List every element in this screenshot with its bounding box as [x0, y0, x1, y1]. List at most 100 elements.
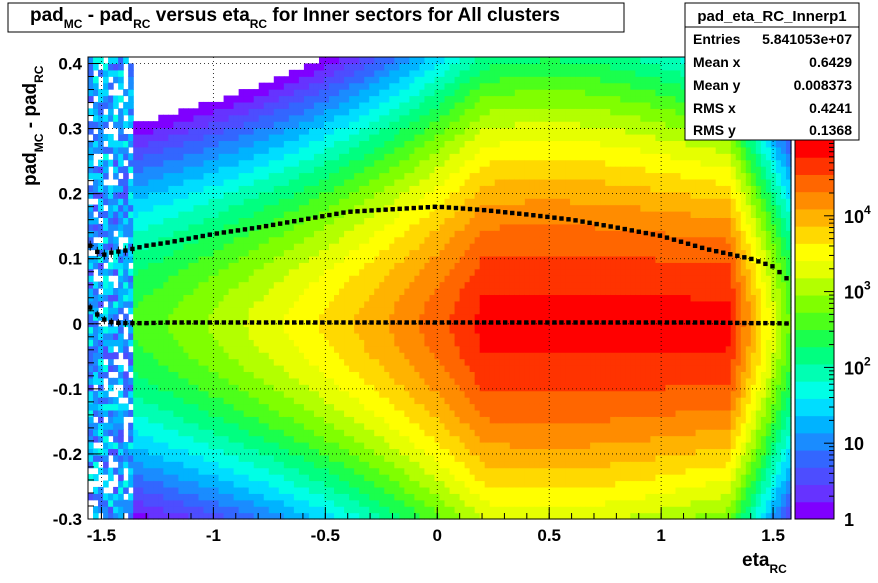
heatmap-cell — [258, 166, 265, 174]
heatmap-cell — [303, 140, 310, 148]
heatmap-cell — [278, 243, 285, 251]
heatmap-cell — [329, 429, 335, 437]
heatmap-cell — [359, 204, 365, 212]
heatmap-cell — [399, 57, 405, 65]
heatmap-cell — [283, 294, 290, 302]
heatmap-cell — [93, 191, 99, 199]
heatmap-cell — [308, 422, 315, 430]
heatmap-cell — [324, 288, 330, 296]
heatmap-cell — [153, 429, 159, 437]
heatmap-cell — [298, 454, 305, 462]
heatmap-cell — [298, 493, 305, 501]
heatmap-cell — [439, 191, 446, 199]
heatmap-cell — [183, 204, 190, 212]
heatmap-cell — [213, 114, 220, 122]
heatmap-cell — [329, 390, 335, 398]
heatmap-cell — [188, 178, 195, 186]
heatmap-cell — [324, 397, 330, 405]
heatmap-cell — [183, 211, 190, 219]
heatmap-cell — [409, 493, 415, 501]
heatmap-cell — [128, 294, 134, 302]
heatmap-cell — [369, 435, 375, 443]
heatmap-cell — [444, 422, 451, 430]
heatmap-cell — [283, 416, 290, 424]
heatmap-cell — [414, 134, 421, 142]
heatmap-cell — [384, 435, 390, 443]
heatmap-cell — [324, 416, 330, 424]
heatmap-cell — [218, 358, 225, 366]
heatmap-cell — [213, 499, 220, 507]
heatmap-cell — [188, 140, 195, 148]
heatmap-cell — [439, 300, 446, 308]
heatmap-cell — [454, 352, 461, 360]
heatmap-cell — [233, 454, 240, 462]
heatmap-cell — [103, 365, 109, 373]
heatmap-cell — [293, 69, 300, 77]
heatmap-cell — [339, 243, 345, 251]
heatmap-cell — [183, 320, 190, 328]
heatmap-cell — [298, 262, 305, 270]
heatmap-cell — [344, 236, 350, 244]
heatmap-cell — [93, 352, 99, 360]
heatmap-cell — [444, 480, 451, 488]
heatmap-cell — [148, 448, 154, 456]
heatmap-cell — [434, 159, 441, 167]
heatmap-cell — [218, 146, 225, 154]
heatmap-cell — [389, 223, 395, 231]
heatmap-cell — [434, 352, 441, 360]
heatmap-cell — [238, 108, 245, 116]
heatmap-cell — [394, 499, 400, 507]
heatmap-cell — [379, 204, 385, 212]
heatmap-cell — [138, 474, 144, 482]
heatmap-cell — [238, 153, 245, 161]
heatmap-cell — [138, 153, 144, 161]
heatmap-cell — [273, 384, 280, 392]
heatmap-cell — [223, 172, 230, 180]
heatmap-cell — [339, 403, 345, 411]
heatmap-cell — [193, 416, 200, 424]
heatmap-cell — [298, 307, 305, 315]
heatmap-cell — [409, 442, 415, 450]
heatmap-cell — [268, 352, 275, 360]
heatmap-cell — [188, 191, 195, 199]
heatmap-cell — [349, 172, 355, 180]
heatmap-cell — [153, 422, 159, 430]
heatmap-cell — [253, 89, 260, 97]
heatmap-cell — [384, 178, 390, 186]
heatmap-cell — [213, 409, 220, 417]
heatmap-cell — [424, 461, 431, 469]
heatmap-cell — [198, 371, 205, 379]
heatmap-cell — [424, 57, 431, 65]
heatmap-cell — [283, 326, 290, 334]
heatmap-cell — [308, 268, 315, 276]
heatmap-cell — [303, 480, 310, 488]
heatmap-cell — [183, 345, 190, 353]
heatmap-cell — [434, 172, 441, 180]
heatmap-cell — [424, 217, 431, 225]
heatmap-cell — [238, 480, 245, 488]
heatmap-cell — [123, 262, 129, 270]
heatmap-cell — [203, 422, 210, 430]
heatmap-cell — [449, 198, 456, 206]
heatmap-cell — [223, 108, 230, 116]
heatmap-cell — [318, 435, 325, 443]
heatmap-cell — [248, 178, 255, 186]
heatmap-cell — [334, 230, 340, 238]
heatmap-cell — [359, 397, 365, 405]
heatmap-cell — [419, 268, 426, 276]
heatmap-cell — [283, 89, 290, 97]
heatmap-cell — [253, 249, 260, 257]
heatmap-cell — [253, 345, 260, 353]
heatmap-cell — [143, 461, 149, 469]
heatmap-cell — [424, 403, 431, 411]
heatmap-cell — [384, 230, 390, 238]
heatmap-cell — [354, 313, 360, 321]
heatmap-cell — [153, 467, 159, 475]
heatmap-cell — [384, 172, 390, 180]
heatmap-cell — [238, 397, 245, 405]
heatmap-cell — [178, 275, 185, 283]
heatmap-cell — [313, 159, 320, 167]
heatmap-cell — [93, 294, 99, 302]
heatmap-cell — [118, 365, 124, 373]
heatmap-cell — [243, 89, 250, 97]
